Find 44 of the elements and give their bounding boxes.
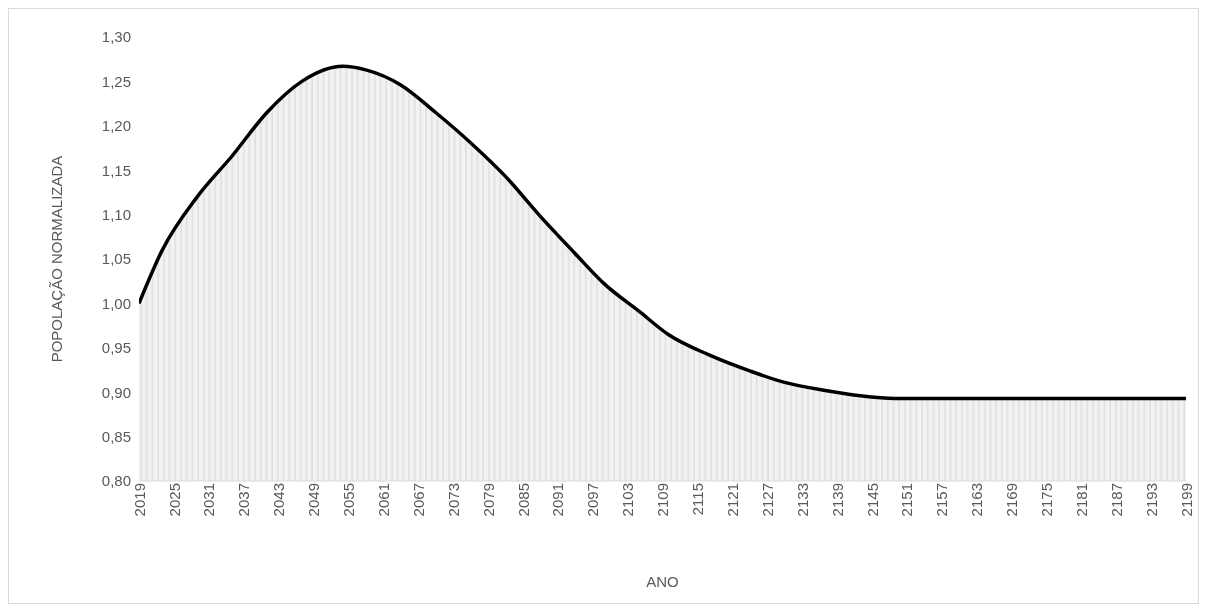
x-tick-label: 2037 bbox=[235, 483, 253, 517]
y-tick-label: 1,25 bbox=[101, 72, 131, 90]
x-tick-label: 2031 bbox=[200, 483, 218, 517]
x-tick-label: 2169 bbox=[1003, 483, 1021, 517]
x-tick-label: 2157 bbox=[933, 483, 951, 517]
y-tick-label: 1,00 bbox=[101, 294, 131, 312]
x-tick-label: 2043 bbox=[270, 483, 288, 517]
x-tick-label: 2103 bbox=[619, 483, 637, 517]
x-tick-label: 2049 bbox=[305, 483, 323, 517]
y-tick-label: 0,90 bbox=[101, 383, 131, 401]
x-axis-title: ANO bbox=[646, 573, 679, 590]
x-tick-label: 2121 bbox=[723, 483, 741, 517]
y-tick-label: 1,10 bbox=[101, 205, 131, 223]
x-tick-label: 2019 bbox=[130, 483, 148, 517]
x-tick-label: 2079 bbox=[479, 483, 497, 517]
x-tick-label: 2127 bbox=[758, 483, 776, 517]
y-axis-title: POPOLAÇÃO NORMALIZADA bbox=[48, 155, 66, 363]
y-tick-label: 0,85 bbox=[101, 427, 131, 445]
x-tick-label: 2097 bbox=[584, 483, 602, 517]
x-tick-label: 2025 bbox=[165, 483, 183, 517]
y-tick-label: 1,30 bbox=[101, 28, 131, 46]
x-tick-label: 2067 bbox=[409, 483, 427, 517]
x-tick-label: 2055 bbox=[340, 483, 358, 517]
x-tick-label: 2181 bbox=[1072, 483, 1090, 517]
x-tick-label: 2115 bbox=[689, 483, 707, 516]
x-tick-label: 2187 bbox=[1107, 483, 1125, 517]
y-tick-label: 0,80 bbox=[101, 472, 131, 490]
x-tick-label: 2175 bbox=[1038, 483, 1056, 517]
x-tick-label: 2085 bbox=[514, 483, 532, 517]
y-tick-label: 0,95 bbox=[101, 339, 131, 357]
x-tick-label: 2061 bbox=[374, 483, 392, 517]
x-tick-label: 2199 bbox=[1177, 483, 1195, 517]
y-tick-label: 1,05 bbox=[101, 250, 131, 268]
x-tick-label: 2145 bbox=[863, 483, 881, 517]
x-tick-label: 2193 bbox=[1142, 483, 1160, 517]
x-tick-label: 2091 bbox=[549, 483, 567, 517]
x-tick-label: 2109 bbox=[654, 483, 672, 517]
x-tick-label: 2163 bbox=[968, 483, 986, 517]
x-tick-label: 2073 bbox=[444, 483, 462, 517]
x-tick-label: 2133 bbox=[793, 483, 811, 517]
y-tick-label: 1,20 bbox=[101, 117, 131, 135]
x-tick-label: 2139 bbox=[828, 483, 846, 517]
x-tick-label: 2151 bbox=[898, 483, 916, 517]
y-tick-label: 1,15 bbox=[101, 161, 131, 179]
